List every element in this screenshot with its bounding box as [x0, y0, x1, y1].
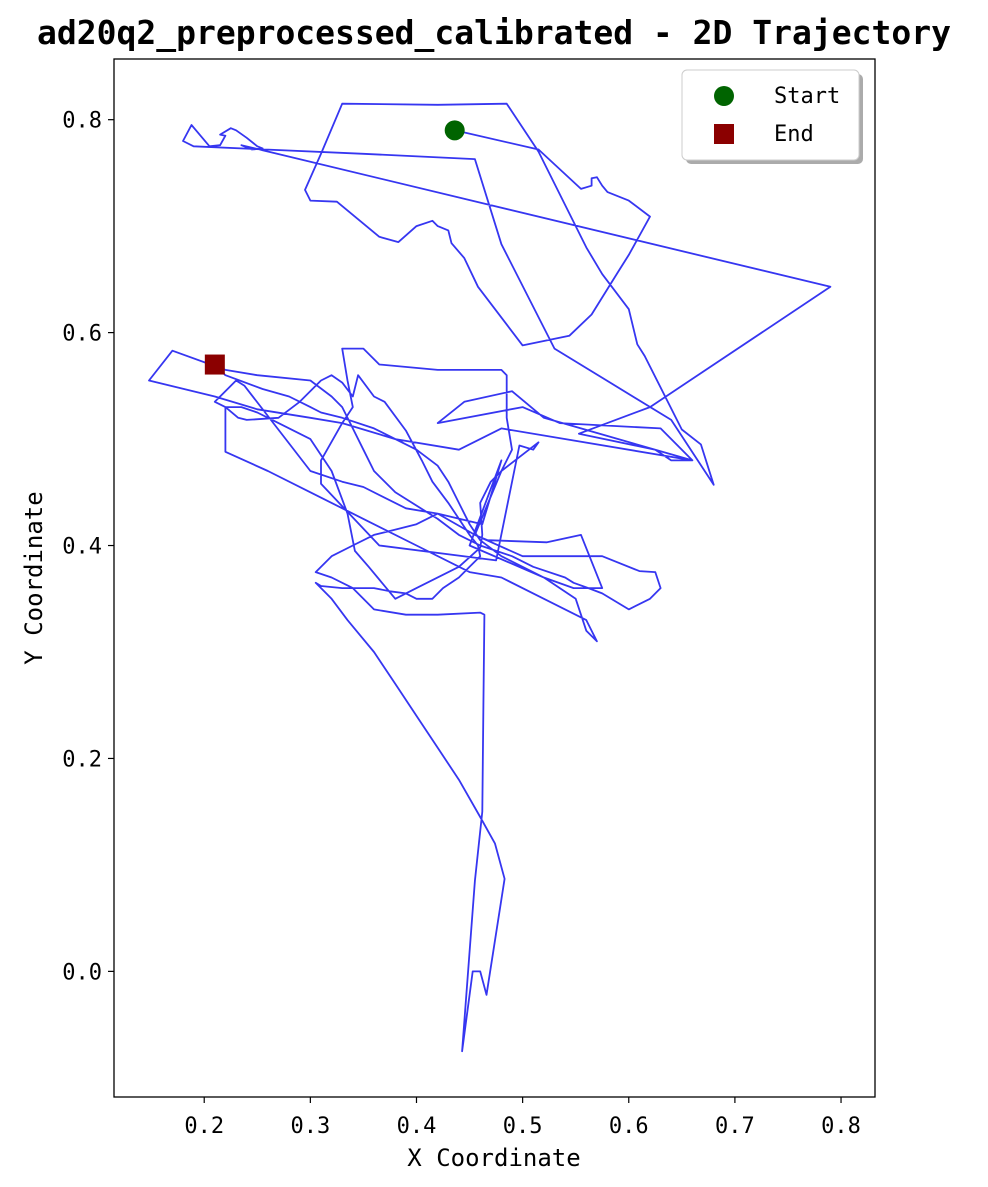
y-axis-label: Y Coordinate [20, 491, 48, 664]
x-tick-label: 0.3 [290, 1114, 330, 1139]
legend-start-marker [714, 86, 734, 106]
x-tick-label: 0.8 [821, 1114, 861, 1139]
x-tick-label: 0.2 [184, 1114, 224, 1139]
y-tick-label: 0.4 [62, 535, 102, 560]
legend-end-label: End [774, 122, 814, 147]
end-point-marker [204, 354, 225, 375]
chart-title: ad20q2_preprocessed_calibrated - 2D Traj… [37, 13, 951, 52]
x-axis: 0.2 0.3 0.4 0.5 0.6 0.7 0.8 [184, 1097, 861, 1139]
trajectory-line [148, 102, 832, 1053]
legend-end-marker [714, 124, 734, 144]
plot-frame [113, 58, 876, 1098]
x-tick-label: 0.7 [715, 1114, 755, 1139]
x-axis-label: X Coordinate [407, 1144, 580, 1172]
legend: Start End [681, 69, 863, 164]
x-tick-label: 0.6 [609, 1114, 649, 1139]
plot-area [148, 102, 832, 1053]
x-tick-label: 0.5 [503, 1114, 543, 1139]
legend-start-label: Start [774, 84, 840, 109]
y-tick-label: 0.2 [62, 747, 102, 772]
y-tick-label: 0.6 [62, 322, 102, 347]
y-tick-label: 0.8 [62, 109, 102, 134]
x-tick-label: 0.4 [397, 1114, 437, 1139]
start-point-marker [444, 120, 465, 141]
y-tick-label: 0.0 [62, 960, 102, 985]
y-axis: 0.0 0.2 0.4 0.6 0.8 [62, 109, 114, 985]
